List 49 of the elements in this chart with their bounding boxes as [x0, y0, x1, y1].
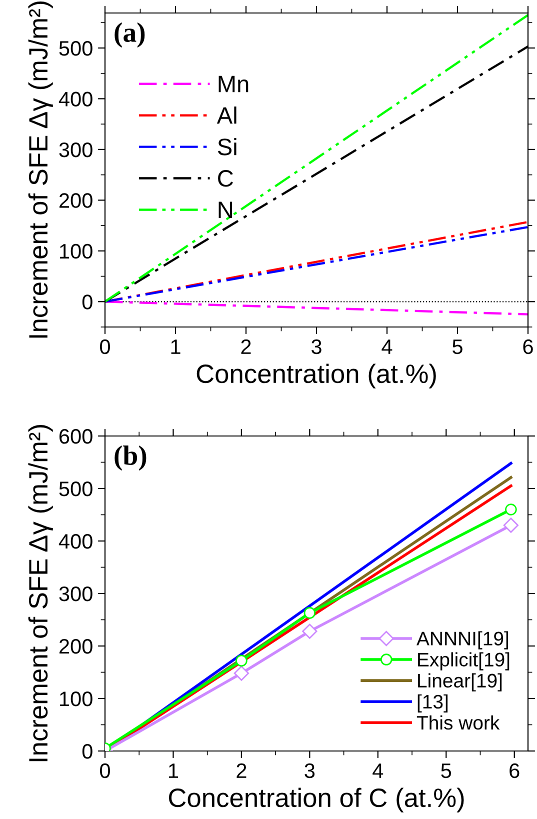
x-tick-label: 6 [523, 339, 533, 354]
point [304, 607, 316, 619]
y-axis-title: Increment of SFE Δγ (mJ/m²) [28, 425, 53, 762]
y-tick-label: 300 [59, 586, 92, 602]
x-axis-title: Concentration (at.%) [196, 364, 436, 388]
x-tick-label: 1 [171, 340, 180, 354]
y-tick-label: 200 [59, 193, 92, 208]
point [234, 666, 250, 681]
legend-label: [13] [418, 694, 448, 712]
x-tick-label: 4 [372, 764, 384, 778]
y-tick-label: 0 [82, 294, 92, 310]
x-tick-label: 3 [304, 763, 315, 778]
x-tick-label: 6 [510, 763, 520, 778]
y-tick-label: 100 [60, 244, 92, 259]
legend-label: Al [216, 106, 236, 124]
legend-label: Mn [218, 76, 248, 92]
x-axis-title: Concentration of C (at.%) [168, 788, 464, 812]
legend-label: Linear[19] [418, 673, 502, 692]
chart-title: (a) [114, 22, 145, 48]
x-tick-label: 2 [241, 339, 251, 354]
legend-label: This work [416, 715, 500, 730]
y-tick-label: 500 [59, 482, 92, 496]
y-tick-label: 100 [60, 692, 92, 706]
point [302, 624, 318, 639]
y-tick-label: 600 [59, 429, 92, 444]
point [503, 518, 519, 533]
legend-label: Si [218, 138, 236, 156]
point [505, 504, 517, 516]
y-tick-label: 0 [82, 744, 92, 759]
legend-label: Explicit[19] [418, 652, 510, 670]
legend-label: N [218, 202, 232, 218]
x-tick-label: 2 [236, 763, 246, 778]
x-tick-label: 4 [382, 340, 392, 354]
x-tick-label: 0 [100, 763, 110, 778]
legend-label: C [218, 170, 234, 187]
legend-label: ANNNI[19] [416, 631, 508, 650]
x-tick-label: 0 [100, 339, 110, 354]
y-axis-title: Increment of SFE Δγ (mJ/m²) [28, 2, 53, 338]
x-tick-label: 5 [452, 340, 462, 354]
x-tick-label: 5 [441, 764, 452, 778]
x-tick-label: 1 [169, 764, 178, 778]
x-tick-label: 3 [312, 339, 322, 354]
point [236, 654, 248, 667]
chart-title: (b) [114, 445, 146, 471]
y-tick-label: 200 [59, 639, 92, 654]
y-tick-label: 400 [58, 534, 92, 549]
y-tick-label: 500 [59, 41, 92, 56]
y-tick-label: 400 [58, 92, 92, 106]
y-tick-label: 300 [59, 142, 92, 158]
